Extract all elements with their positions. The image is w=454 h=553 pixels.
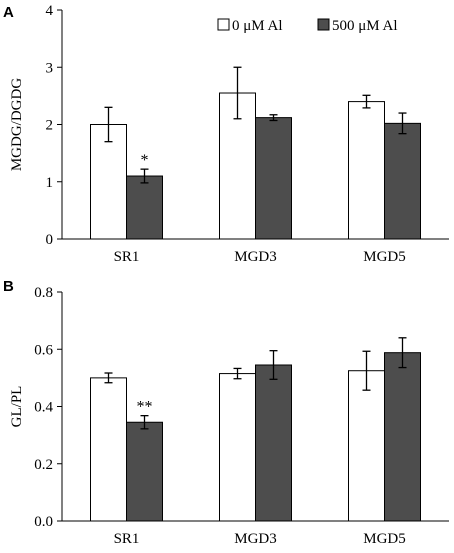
x-tick-label-a: MGD3 xyxy=(234,249,277,265)
panel-a-legend: 0 μM Al 500 μM Al xyxy=(217,18,398,34)
bar-b-mgd3-s0 xyxy=(219,373,256,522)
y-tick-label-b: 0.8 xyxy=(34,285,53,301)
significance-marker-b: ** xyxy=(137,399,153,416)
y-tick-label-a: 3 xyxy=(46,60,54,76)
panel-b-chart: B 0.0 0.2 0.4 0.6 0.8 GL/PL ** SR1 MGD3 MGD5 xyxy=(3,278,449,547)
y-axis-title-a: MGDG/DGDG xyxy=(9,78,25,172)
x-tick-label-a: MGD5 xyxy=(363,249,406,265)
bar-b-mgd5-s1 xyxy=(384,352,421,522)
panel-a-chart: A 0 μM Al 500 μM Al 0 1 2 3 4 MGDG/DGDG * SR1 MG… xyxy=(3,3,449,265)
x-tick-label-b: MGD3 xyxy=(234,531,277,547)
x-tick-label-b: SR1 xyxy=(114,531,140,547)
x-tick-label-b: MGD5 xyxy=(363,531,406,547)
bar-a-mgd3-s1 xyxy=(255,117,292,240)
y-tick-label-b: 0.0 xyxy=(34,514,53,530)
y-tick-label-a: 4 xyxy=(46,3,54,19)
panel-b-letter: B xyxy=(3,278,14,295)
legend-label-al: 500 μM Al xyxy=(332,18,398,34)
bar-a-sr1-s1 xyxy=(126,175,163,240)
bar-a-mgd5-s0 xyxy=(348,101,385,240)
y-tick-label-b: 0.6 xyxy=(34,342,53,358)
bar-b-sr1-s0 xyxy=(90,377,127,522)
y-tick-label-b: 0.4 xyxy=(34,400,53,416)
y-tick-label-a: 1 xyxy=(46,175,54,191)
y-tick-label-b: 0.2 xyxy=(34,457,53,473)
legend-swatch-al xyxy=(317,18,330,31)
significance-marker-a: * xyxy=(141,152,149,169)
legend-swatch-control xyxy=(217,18,230,31)
panel-a-letter: A xyxy=(3,4,14,21)
y-tick-label-a: 2 xyxy=(46,118,54,134)
y-tick-label-a: 0 xyxy=(46,232,54,248)
bar-b-sr1-s1 xyxy=(126,421,163,522)
x-tick-label-a: SR1 xyxy=(114,249,140,265)
bar-b-mgd5-s0 xyxy=(348,370,385,522)
y-axis-title-b: GL/PL xyxy=(9,386,25,428)
bar-a-mgd5-s1 xyxy=(384,122,421,240)
legend-label-control: 0 μM Al xyxy=(232,18,283,34)
bar-b-mgd3-s1 xyxy=(255,364,292,522)
